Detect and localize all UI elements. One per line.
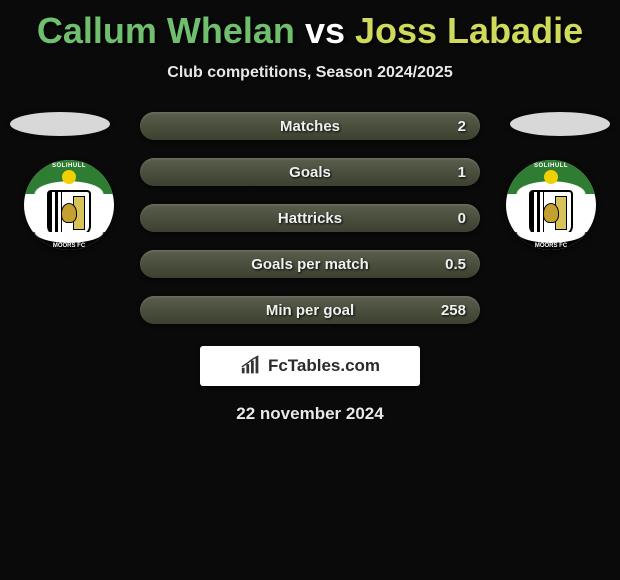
page-title: Callum Whelan vs Joss Labadie	[0, 0, 620, 52]
stat-value: 1	[458, 164, 466, 181]
stat-value: 0.5	[445, 256, 466, 273]
badge-top-text: SOLIHULL	[506, 163, 596, 169]
player2-shadow-ellipse	[510, 112, 610, 136]
date-text: 22 november 2024	[0, 404, 620, 424]
badge-top-text: SOLIHULL	[24, 163, 114, 169]
stat-label: Min per goal	[266, 302, 354, 319]
player1-name: Callum Whelan	[37, 10, 295, 51]
stat-bar-min-per-goal: Min per goal 258	[140, 296, 480, 324]
brand-box: FcTables.com	[200, 346, 420, 386]
content-area: SOLIHULL MOORS FC SOLIHULL MOORS FC Matc…	[0, 112, 620, 424]
stat-bar-goals-per-match: Goals per match 0.5	[140, 250, 480, 278]
badge-bottom-text: MOORS FC	[506, 243, 596, 249]
bar-chart-icon	[240, 355, 262, 377]
stat-value: 2	[458, 118, 466, 135]
brand-text: FcTables.com	[268, 356, 380, 376]
vs-text: vs	[305, 10, 345, 51]
stat-bar-hattricks: Hattricks 0	[140, 204, 480, 232]
player1-club-badge: SOLIHULL MOORS FC	[24, 160, 114, 250]
stat-bar-goals: Goals 1	[140, 158, 480, 186]
stat-value: 0	[458, 210, 466, 227]
stat-label: Hattricks	[278, 210, 342, 227]
stat-label: Goals per match	[251, 256, 369, 273]
subtitle: Club competitions, Season 2024/2025	[0, 64, 620, 82]
stat-bar-matches: Matches 2	[140, 112, 480, 140]
player2-name: Joss Labadie	[355, 10, 583, 51]
player1-shadow-ellipse	[10, 112, 110, 136]
stat-value: 258	[441, 302, 466, 319]
stat-label: Goals	[289, 164, 331, 181]
badge-bottom-text: MOORS FC	[24, 243, 114, 249]
player2-club-badge: SOLIHULL MOORS FC	[506, 160, 596, 250]
stat-bars: Matches 2 Goals 1 Hattricks 0 Goals per …	[140, 112, 480, 324]
stat-label: Matches	[280, 118, 340, 135]
